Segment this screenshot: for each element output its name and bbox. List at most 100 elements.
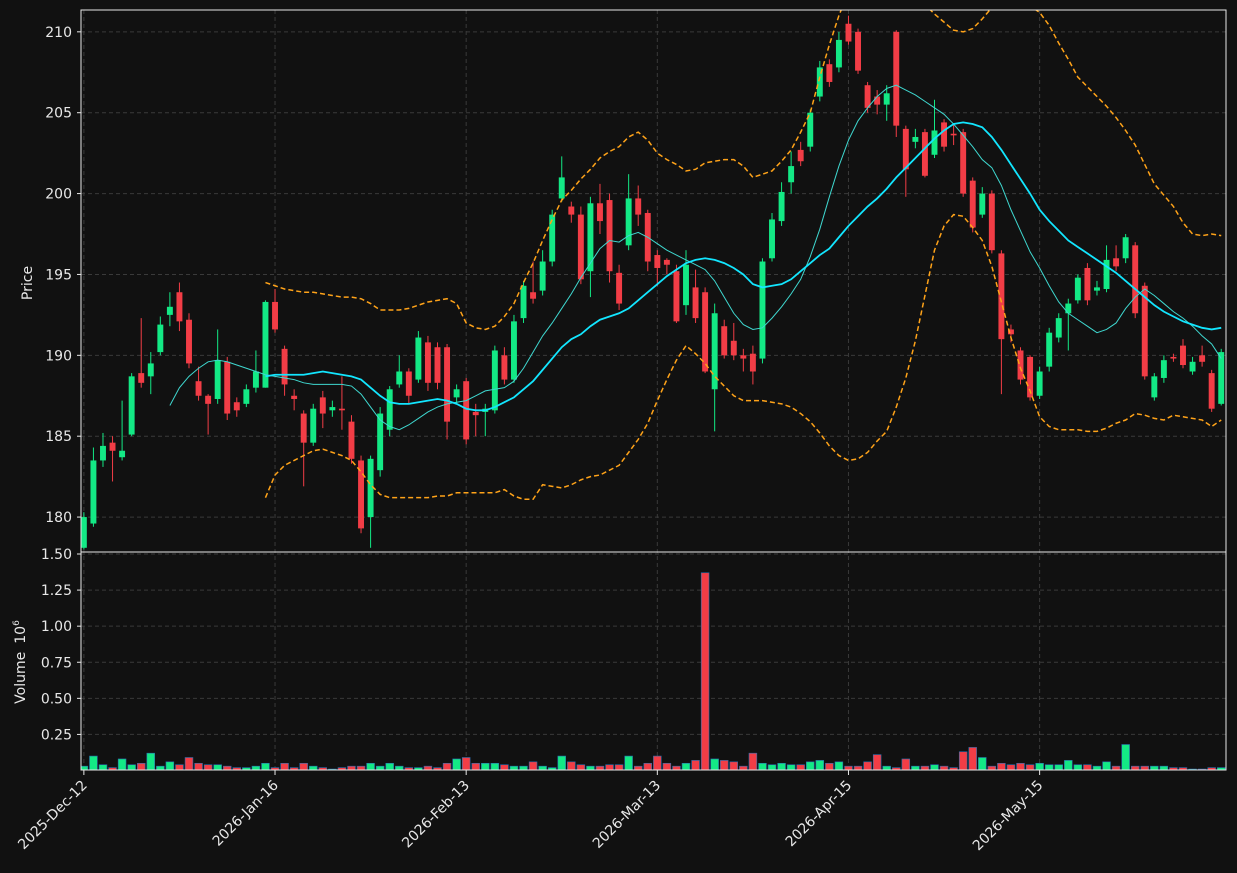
price-panel bbox=[81, 10, 1225, 550]
volume-bar bbox=[958, 751, 968, 770]
candle-body bbox=[1189, 361, 1196, 372]
volume-bar bbox=[423, 765, 433, 770]
volume-bar bbox=[729, 761, 739, 770]
candle-body bbox=[788, 166, 795, 183]
volume-bar bbox=[786, 764, 796, 770]
volume-bar bbox=[414, 767, 423, 770]
volume-bar bbox=[834, 761, 844, 770]
candle-body bbox=[759, 261, 766, 359]
y-tick-label: 185 bbox=[45, 429, 72, 445]
volume-bar bbox=[108, 767, 117, 770]
volume-bar bbox=[748, 752, 758, 770]
candle-body bbox=[1046, 332, 1053, 367]
volume-bar bbox=[796, 764, 805, 770]
volume-bar bbox=[767, 764, 777, 770]
volume-bar bbox=[146, 752, 155, 770]
volume-bar bbox=[251, 765, 261, 770]
volume-bar bbox=[1150, 765, 1159, 770]
overlay-line bbox=[265, 121, 1222, 412]
candle-body bbox=[950, 133, 957, 136]
volume-bar bbox=[98, 764, 108, 770]
volume-bar bbox=[643, 762, 652, 770]
candle-body bbox=[1055, 318, 1062, 338]
volume-bar bbox=[920, 765, 930, 770]
volume-bar bbox=[844, 765, 853, 770]
candle-body bbox=[147, 363, 154, 377]
candle-body bbox=[434, 347, 441, 383]
volume-bar bbox=[433, 767, 442, 770]
volume-bar bbox=[1035, 762, 1044, 770]
candle-body bbox=[1151, 376, 1158, 398]
volume-bar bbox=[299, 762, 308, 770]
candle-body bbox=[329, 407, 336, 411]
candle-body bbox=[807, 112, 814, 147]
y-tick-label: 195 bbox=[45, 267, 72, 283]
candle-body bbox=[90, 460, 97, 524]
volume-bar bbox=[614, 764, 624, 770]
candle-body bbox=[195, 381, 202, 396]
candle-body bbox=[109, 442, 116, 451]
candle-body bbox=[549, 214, 556, 262]
y-tick-label: 210 bbox=[45, 25, 72, 41]
volume-bar bbox=[1140, 765, 1149, 770]
volume-bar bbox=[1207, 767, 1216, 770]
y-tick-label: 1.00 bbox=[41, 619, 72, 635]
candle-body bbox=[501, 355, 508, 380]
candle-body bbox=[673, 271, 680, 322]
volume-bar bbox=[347, 765, 356, 770]
candle-body bbox=[291, 395, 298, 399]
candle-body bbox=[1170, 356, 1177, 359]
candle-body bbox=[587, 203, 594, 272]
volume-bar bbox=[175, 764, 184, 770]
candle-body bbox=[568, 206, 575, 215]
volume-bar bbox=[710, 758, 719, 770]
volume-bar bbox=[223, 765, 232, 770]
candle-body bbox=[1036, 371, 1043, 396]
candle-body bbox=[826, 64, 833, 82]
volume-bar bbox=[1130, 765, 1140, 770]
volume-bar bbox=[194, 762, 203, 770]
candle-body bbox=[654, 255, 661, 268]
candle-body bbox=[616, 272, 623, 304]
volume-bar bbox=[1006, 764, 1016, 770]
y-tick-label: 1.25 bbox=[41, 583, 72, 599]
volume-scale-exponent: 6 bbox=[12, 620, 22, 626]
candle-body bbox=[1132, 245, 1139, 314]
candle-body bbox=[1160, 360, 1167, 378]
volume-frame bbox=[80, 551, 1227, 771]
candle-body bbox=[702, 292, 709, 372]
candle-body bbox=[319, 397, 326, 414]
candle-body bbox=[769, 219, 775, 259]
volume-bar bbox=[528, 761, 538, 770]
volume-bar bbox=[318, 767, 328, 770]
volume-bar bbox=[1054, 764, 1063, 770]
candle-body bbox=[453, 389, 460, 398]
volume-bar bbox=[930, 764, 939, 770]
candle-body bbox=[912, 136, 919, 142]
volume-bar bbox=[777, 762, 786, 770]
candle-body bbox=[1007, 329, 1014, 335]
candle-body bbox=[1180, 345, 1186, 366]
candle-body bbox=[463, 381, 470, 440]
volume-bar bbox=[280, 762, 289, 770]
volume-bar bbox=[452, 758, 461, 770]
candle-body bbox=[1218, 352, 1225, 404]
candle-body bbox=[358, 460, 365, 529]
candle-body bbox=[740, 355, 747, 359]
volume-bar bbox=[653, 755, 662, 770]
volume-bar bbox=[595, 765, 605, 770]
volume-bar bbox=[1025, 764, 1035, 770]
volume-bar bbox=[81, 765, 89, 770]
volume-bar bbox=[978, 757, 987, 770]
candle-body bbox=[1065, 303, 1072, 314]
candle-body bbox=[100, 445, 106, 461]
volume-bar bbox=[720, 760, 729, 770]
volume-bar bbox=[1111, 765, 1121, 770]
volume-bar bbox=[901, 758, 911, 770]
candle-body bbox=[281, 348, 288, 385]
candle-body bbox=[635, 198, 642, 215]
volume-bar bbox=[471, 762, 480, 770]
candle-body bbox=[960, 132, 967, 194]
volume-bar bbox=[1121, 744, 1130, 770]
